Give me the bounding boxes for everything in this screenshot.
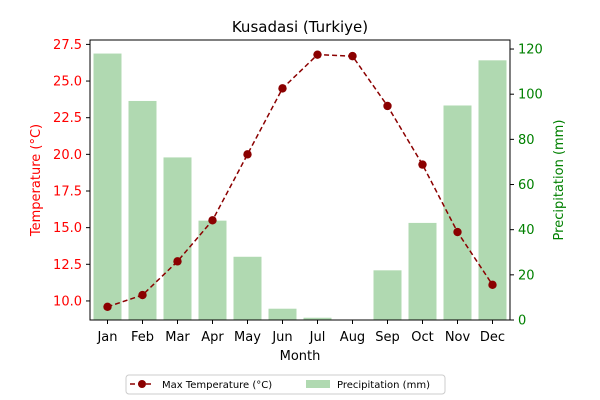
right-tick-label: 100	[518, 88, 543, 103]
left-tick-label: 25.0	[53, 75, 82, 90]
temperature-point-sep	[383, 101, 392, 111]
precipitation-bars	[93, 53, 507, 321]
precipitation-bar-jan	[93, 53, 122, 320]
right-y-axis-label: Precipitation (mm)	[552, 120, 567, 241]
x-tick-label-mar: Mar	[165, 330, 190, 345]
x-tick-label-oct: Oct	[411, 330, 433, 345]
x-tick-label-aug: Aug	[340, 330, 365, 345]
temperature-point-nov	[453, 227, 462, 237]
precipitation-bar-jul	[303, 317, 332, 320]
right-tick-label: 60	[518, 178, 535, 193]
legend-label-temperature: Max Temperature (°C)	[162, 380, 272, 391]
x-tick-label-sep: Sep	[375, 330, 400, 345]
x-tick-label-jan: Jan	[96, 330, 117, 345]
temperature-point-oct	[418, 160, 427, 169]
x-axis: Jan Feb Mar Apr May Jun Jul Aug Sep Oct Nov Dec	[96, 320, 505, 345]
left-tick-label: 12.5	[53, 258, 82, 273]
left-tick-label: 27.5	[53, 38, 82, 53]
precipitation-bar-jun	[268, 308, 297, 320]
x-tick-label-apr: Apr	[201, 330, 224, 345]
precipitation-bar-dec	[478, 60, 507, 321]
legend-label-precipitation: Precipitation (mm)	[337, 380, 430, 391]
x-tick-label-may: May	[234, 330, 261, 345]
precipitation-bar-sep	[373, 270, 402, 320]
x-tick-label-jun: Jun	[271, 330, 292, 345]
right-tick-label: 40	[518, 223, 535, 238]
left-tick-label: 22.5	[53, 111, 82, 126]
legend-box	[125, 374, 446, 395]
temperature-point-feb	[138, 290, 147, 300]
temperature-point-mar	[173, 257, 182, 266]
temperature-point-dec	[488, 280, 497, 290]
plot-frame	[89, 39, 511, 321]
x-tick-label-jul: Jul	[309, 330, 326, 345]
right-tick-label: 120	[518, 43, 543, 58]
precipitation-bar-apr	[198, 220, 227, 320]
legend-marker-swatch	[138, 380, 146, 388]
temperature-line	[107, 53, 494, 308]
temperature-point-jul	[313, 50, 322, 59]
chart-title: Kusadasi (Turkiye)	[232, 18, 368, 36]
temperature-point-jan	[103, 302, 112, 312]
left-y-axis-label: Temperature (°C)	[29, 124, 44, 237]
x-tick-label-feb: Feb	[131, 330, 154, 345]
left-tick-label: 10.0	[53, 294, 82, 309]
right-y-axis: 0 20 40 60 80 100 120	[510, 43, 543, 329]
legend-bar-swatch	[306, 380, 330, 388]
right-tick-label: 20	[518, 268, 535, 283]
legend: Max Temperature (°C) Precipitation (mm)	[125, 374, 446, 395]
left-tick-label: 17.5	[53, 184, 82, 199]
precipitation-bar-oct	[408, 222, 437, 320]
x-axis-label: Month	[280, 349, 321, 364]
right-tick-label: 0	[518, 314, 526, 329]
temperature-point-jun	[278, 84, 287, 93]
temperature-line-series	[103, 50, 497, 312]
temperature-point-aug	[348, 51, 357, 61]
right-tick-label: 80	[518, 133, 535, 148]
left-tick-label: 20.0	[53, 148, 82, 163]
left-y-axis: 10.0 12.5 15.0 17.5 20.0 22.5 25.0 27.5	[53, 38, 90, 309]
left-tick-label: 15.0	[53, 221, 82, 236]
x-tick-label-dec: Dec	[480, 330, 505, 345]
temperature-point-may	[243, 150, 252, 159]
temperature-point-apr	[208, 216, 217, 225]
precipitation-bar-mar	[163, 157, 192, 320]
x-tick-label-nov: Nov	[445, 330, 471, 345]
precipitation-bar-feb	[128, 100, 157, 320]
precipitation-bar-may	[233, 256, 262, 320]
